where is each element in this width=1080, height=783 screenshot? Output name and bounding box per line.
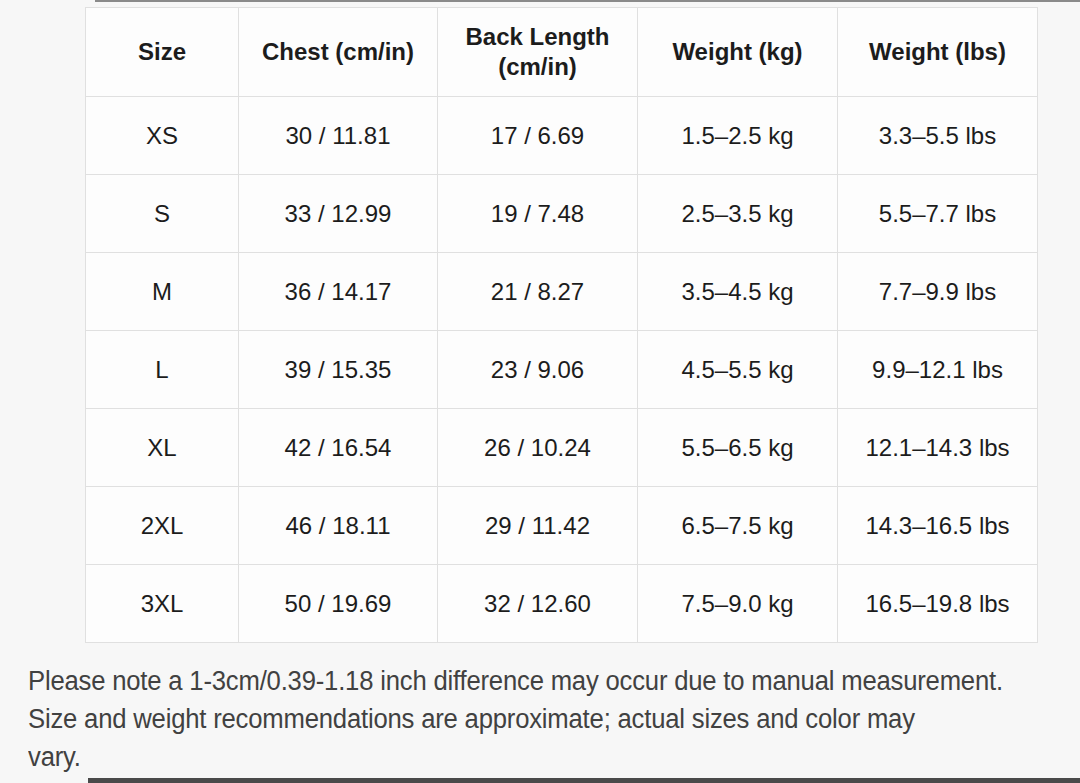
cell-size: XL: [86, 409, 239, 487]
column-header-back-length: Back Length (cm/in): [438, 8, 638, 97]
cell-back-length: 21 / 8.27: [438, 253, 638, 331]
header-row: Size Chest (cm/in) Back Length (cm/in) W…: [86, 8, 1038, 97]
table-row: S33 / 12.9919 / 7.482.5–3.5 kg5.5–7.7 lb…: [86, 175, 1038, 253]
cell-back-length: 23 / 9.06: [438, 331, 638, 409]
cell-weight-kg: 7.5–9.0 kg: [638, 565, 838, 643]
cell-weight-kg: 3.5–4.5 kg: [638, 253, 838, 331]
cropped-element-edge-bottom: [88, 778, 1080, 783]
cell-weight-kg: 5.5–6.5 kg: [638, 409, 838, 487]
cropped-element-edge-top: [95, 0, 1080, 2]
column-header-weight-lbs: Weight (lbs): [838, 8, 1038, 97]
cell-chest: 39 / 15.35: [239, 331, 438, 409]
cell-weight-kg: 4.5–5.5 kg: [638, 331, 838, 409]
cell-back-length: 19 / 7.48: [438, 175, 638, 253]
size-chart-table: Size Chest (cm/in) Back Length (cm/in) W…: [85, 7, 1038, 643]
cell-chest: 50 / 19.69: [239, 565, 438, 643]
size-chart-header: Size Chest (cm/in) Back Length (cm/in) W…: [86, 8, 1038, 97]
cell-size: 2XL: [86, 487, 239, 565]
cell-back-length: 17 / 6.69: [438, 97, 638, 175]
cell-back-length: 29 / 11.42: [438, 487, 638, 565]
cell-chest: 36 / 14.17: [239, 253, 438, 331]
table-row: 2XL46 / 18.1129 / 11.426.5–7.5 kg14.3–16…: [86, 487, 1038, 565]
column-header-chest: Chest (cm/in): [239, 8, 438, 97]
cell-weight-lbs: 16.5–19.8 lbs: [838, 565, 1038, 643]
table-row: L39 / 15.3523 / 9.064.5–5.5 kg9.9–12.1 l…: [86, 331, 1038, 409]
table-row: XL42 / 16.5426 / 10.245.5–6.5 kg12.1–14.…: [86, 409, 1038, 487]
cell-weight-lbs: 5.5–7.7 lbs: [838, 175, 1038, 253]
footnote-line: Please note a 1-3cm/0.39-1.18 inch diffe…: [28, 662, 1016, 700]
table-row: XS30 / 11.8117 / 6.691.5–2.5 kg3.3–5.5 l…: [86, 97, 1038, 175]
cell-weight-lbs: 14.3–16.5 lbs: [838, 487, 1038, 565]
table-row: M36 / 14.1721 / 8.273.5–4.5 kg7.7–9.9 lb…: [86, 253, 1038, 331]
footnote-line: Size and weight recommendations are appr…: [28, 700, 1016, 738]
cell-weight-kg: 6.5–7.5 kg: [638, 487, 838, 565]
cell-back-length: 32 / 12.60: [438, 565, 638, 643]
table-row: 3XL50 / 19.6932 / 12.607.5–9.0 kg16.5–19…: [86, 565, 1038, 643]
cell-weight-lbs: 7.7–9.9 lbs: [838, 253, 1038, 331]
cell-size: S: [86, 175, 239, 253]
cell-chest: 30 / 11.81: [239, 97, 438, 175]
cell-back-length: 26 / 10.24: [438, 409, 638, 487]
cell-chest: 46 / 18.11: [239, 487, 438, 565]
cell-size: 3XL: [86, 565, 239, 643]
footnote-line: vary.: [28, 738, 1016, 776]
footnote: Please note a 1-3cm/0.39-1.18 inch diffe…: [28, 662, 1016, 776]
cell-size: L: [86, 331, 239, 409]
cell-chest: 33 / 12.99: [239, 175, 438, 253]
size-chart-body: XS30 / 11.8117 / 6.691.5–2.5 kg3.3–5.5 l…: [86, 97, 1038, 643]
cell-weight-kg: 1.5–2.5 kg: [638, 97, 838, 175]
cell-size: M: [86, 253, 239, 331]
column-header-size: Size: [86, 8, 239, 97]
cell-size: XS: [86, 97, 239, 175]
cell-weight-lbs: 9.9–12.1 lbs: [838, 331, 1038, 409]
cell-weight-lbs: 12.1–14.3 lbs: [838, 409, 1038, 487]
cell-chest: 42 / 16.54: [239, 409, 438, 487]
column-header-weight-kg: Weight (kg): [638, 8, 838, 97]
cell-weight-lbs: 3.3–5.5 lbs: [838, 97, 1038, 175]
cell-weight-kg: 2.5–3.5 kg: [638, 175, 838, 253]
